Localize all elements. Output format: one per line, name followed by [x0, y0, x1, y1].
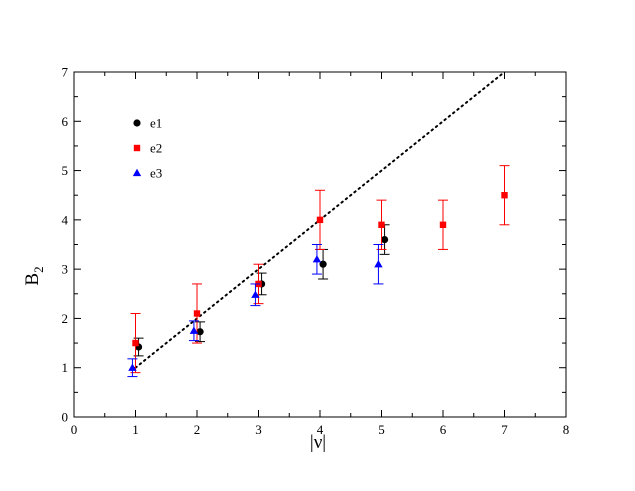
y-axis-label: B2 [22, 266, 46, 285]
legend-marker-e3 [132, 168, 142, 177]
data-point [374, 260, 383, 268]
y-tick-label: 1 [62, 360, 69, 375]
y-axis-label-main: B [22, 273, 43, 286]
x-tick-label: 3 [255, 422, 262, 437]
legend-marker-e1 [133, 119, 141, 127]
legend-label-e2: e2 [150, 141, 162, 156]
data-point [193, 310, 201, 317]
x-tick-label: 4 [317, 422, 324, 437]
data-point [439, 221, 447, 228]
series-e1 [133, 224, 390, 357]
data-point [128, 363, 137, 371]
x-tick-label: 8 [563, 422, 570, 437]
x-tick-label: 7 [501, 422, 508, 437]
data-point [189, 326, 199, 334]
x-axis-label: |ν| [310, 432, 326, 453]
legend-label-e1: e1 [150, 116, 162, 131]
data-point [251, 290, 260, 298]
data-point [196, 328, 204, 336]
x-tick-label: 0 [71, 422, 78, 437]
data-point [501, 192, 508, 199]
plot-area [127, 71, 510, 378]
x-tick-label: 5 [378, 422, 385, 437]
data-point [378, 221, 385, 228]
y-tick-label: 4 [62, 212, 69, 227]
y-tick-label: 3 [62, 262, 69, 277]
data-point [319, 260, 327, 268]
y-tick-label: 0 [62, 410, 69, 425]
series-e2 [130, 165, 510, 374]
y-tick-label: 5 [62, 163, 69, 178]
legend: e1 e2 e3 [132, 116, 162, 181]
data-point [316, 216, 324, 224]
y-axis-label-subscript: 2 [31, 266, 46, 273]
data-point [132, 339, 139, 347]
x-tick-label: 6 [440, 422, 447, 437]
x-tick-label: 1 [132, 422, 139, 437]
data-point [380, 235, 389, 244]
x-tick-label: 2 [194, 422, 201, 437]
series-e3 [127, 244, 384, 378]
legend-marker-e2 [133, 144, 141, 152]
y-tick-label: 6 [62, 114, 69, 129]
y-tick-label: 7 [62, 65, 69, 80]
y-tick-label: 2 [62, 311, 69, 326]
axes: 0 1 2 3 4 5 6 7 8 0 1 2 3 4 5 6 7 [62, 65, 570, 438]
data-point [312, 255, 322, 263]
legend-label-e3: e3 [150, 166, 162, 181]
